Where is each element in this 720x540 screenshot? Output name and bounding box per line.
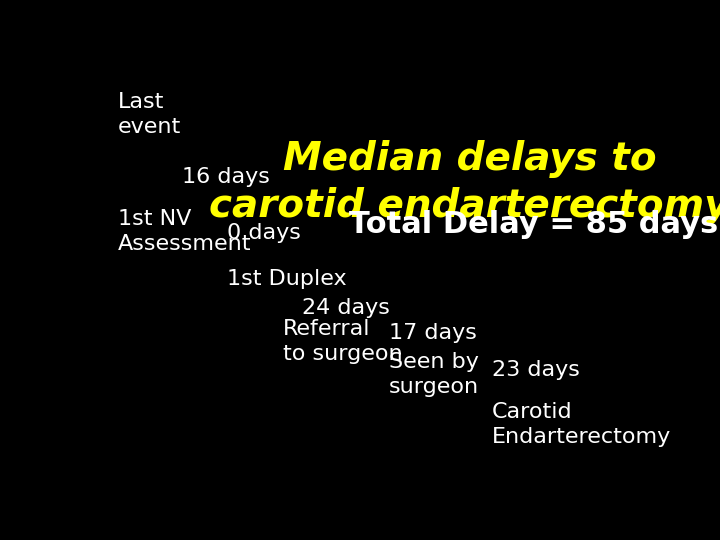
- Text: Median delays to
carotid endarterectomy: Median delays to carotid endarterectomy: [210, 140, 720, 225]
- Text: 17 days: 17 days: [389, 323, 477, 343]
- Text: Last
event: Last event: [118, 92, 181, 137]
- Text: 16 days: 16 days: [182, 167, 270, 187]
- Text: Carotid
Endarterectomy: Carotid Endarterectomy: [492, 402, 671, 447]
- Text: 0 days: 0 days: [227, 223, 300, 243]
- Text: Seen by
surgeon: Seen by surgeon: [389, 352, 479, 397]
- Text: 1st Duplex: 1st Duplex: [227, 269, 346, 289]
- Text: Referral
to surgeon: Referral to surgeon: [282, 319, 402, 364]
- Text: 1st NV
Assessment: 1st NV Assessment: [118, 209, 251, 253]
- Text: 24 days: 24 days: [302, 298, 390, 318]
- Text: Total Delay = 85 days!!: Total Delay = 85 days!!: [349, 211, 720, 239]
- Text: 23 days: 23 days: [492, 360, 580, 380]
